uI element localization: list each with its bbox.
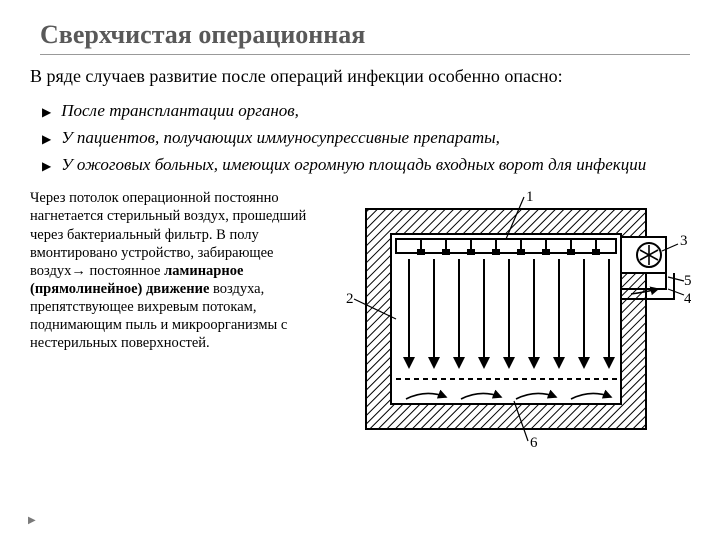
diagram: 1 2 3 4 5 6 [338,189,691,449]
slide-marker-icon: ▶ [28,515,36,526]
para-post1: постоянное [86,263,164,279]
label-1: 1 [526,189,534,205]
bullet-text: У ожоговых больных, имеющих огромную пло… [61,154,646,175]
bullet-list: ▶ После трансплантации органов, ▶ У паци… [42,100,690,176]
label-2: 2 [346,291,354,307]
bullet-text: У пациентов, получающих иммуносупрессивн… [61,127,500,148]
label-6: 6 [530,435,538,449]
page-title: Сверхчистая операционная [40,20,690,55]
paragraph: Через потолок операционной постоянно наг… [30,189,330,449]
subtitle: В ряде случаев развитие после операций и… [30,65,690,88]
triangle-icon: ▶ [42,159,51,174]
list-item: ▶ У пациентов, получающих иммуносупресси… [42,127,690,148]
label-4: 4 [684,291,691,307]
lower-section: Через потолок операционной постоянно наг… [30,189,690,449]
label-5: 5 [684,273,691,289]
arrow-icon: → [71,263,86,279]
triangle-icon: ▶ [42,105,51,120]
list-item: ▶ После трансплантации органов, [42,100,690,121]
label-3: 3 [680,233,688,249]
list-item: ▶ У ожоговых больных, имеющих огромную п… [42,154,690,175]
bullet-text: После трансплантации органов, [61,100,299,121]
triangle-icon: ▶ [42,132,51,147]
